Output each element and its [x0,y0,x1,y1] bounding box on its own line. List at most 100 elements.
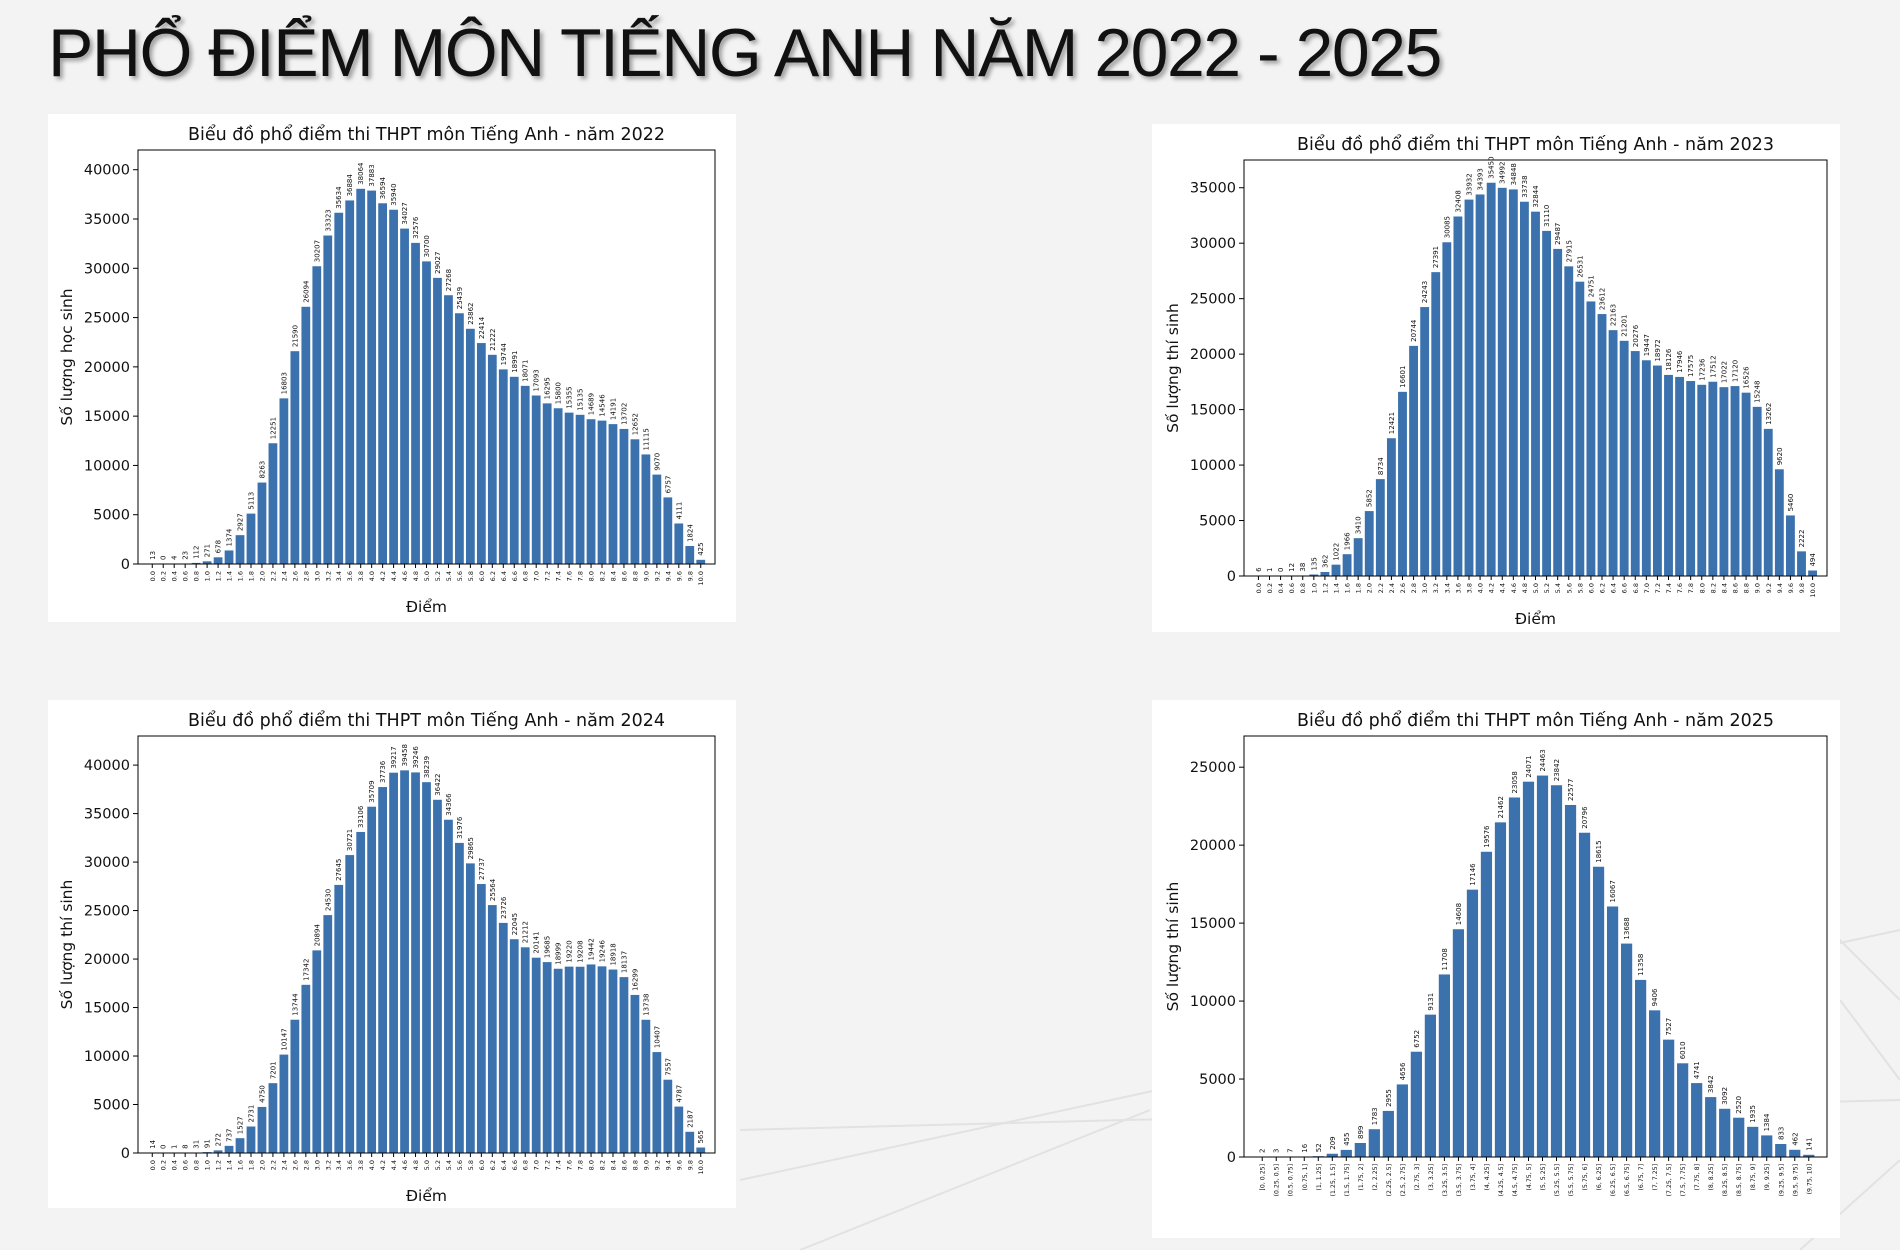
bar [1431,272,1441,576]
x-tick-label: 1.2 [1321,583,1329,593]
x-tick-label: 7.4 [555,571,563,581]
bar-chart-3: Biểu đồ phổ điểm thi THPT môn Tiếng Anh … [1164,710,1828,1196]
x-tick-label: 5.8 [467,571,475,581]
x-tick-label: 6.8 [522,1160,530,1170]
x-tick-label: (7.25, 7.5] [1666,1164,1673,1196]
bar [564,966,574,1153]
bar-value-label: 17120 [1732,360,1740,382]
bar [564,412,574,564]
bar-value-label: 20744 [1410,319,1418,342]
x-tick-label: 7.6 [1676,583,1684,593]
x-tick-label: 9.4 [664,571,672,581]
x-tick-label: 8.0 [1698,583,1706,593]
bar-value-label: 3410 [1355,516,1363,534]
bar [1508,189,1518,576]
x-tick-label: 8.8 [631,571,639,581]
bar [1575,281,1585,576]
bar-value-label: 23726 [500,896,508,919]
bar-value-label: 24463 [1539,749,1547,771]
x-tick-label: 0.8 [1299,583,1307,593]
bar-value-label: 15355 [566,386,574,408]
x-tick-label: 3.4 [1443,583,1451,593]
bar-value-label: 4787 [675,1085,683,1103]
x-tick-label: 4.6 [1510,583,1518,593]
bar [1708,381,1718,576]
x-tick-label: 2.8 [1410,583,1418,593]
bar-value-label: 32408 [1454,190,1462,212]
x-tick-label: 2.6 [291,571,299,581]
bar [246,513,256,564]
y-tick-label: 15000 [84,1001,130,1017]
bar [597,966,607,1153]
x-tick-label: (6, 6.25] [1596,1164,1603,1190]
bar-value-label: 13738 [642,993,650,1015]
x-tick-label: 9.6 [675,571,683,581]
bar-value-label: 4741 [1693,1061,1701,1079]
bar [1663,1039,1675,1157]
bar [268,1083,278,1153]
x-tick-label: 4.0 [368,1160,376,1170]
bar [1442,242,1452,576]
bar-value-label: 14608 [1455,903,1463,925]
bar-value-label: 2731 [247,1105,255,1123]
bar [608,969,618,1153]
y-tick-label: 15000 [84,409,130,425]
bar-value-label: 7527 [1665,1018,1673,1036]
bar-value-label: 2187 [686,1110,694,1128]
bar [1586,301,1596,576]
bar [1531,211,1540,576]
bar [531,957,541,1153]
x-tick-label: 7.8 [1687,583,1695,593]
x-tick-label: 7.0 [533,571,541,581]
bar-value-label: 15800 [555,382,563,404]
bar-value-label: 1374 [226,528,234,546]
x-tick-label: 4.8 [1521,583,1529,593]
bar-value-label: 19220 [566,940,574,962]
y-tick-label: 25000 [84,311,130,327]
x-tick-label: (8.25, 8.5] [1722,1164,1729,1196]
bar-value-label: 11358 [1637,954,1645,976]
x-tick-label: (6.25, 6.5] [1610,1164,1617,1196]
x-tick-label: 8.4 [609,571,617,581]
y-tick-label: 25000 [84,904,130,920]
bar-value-label: 11115 [642,428,650,450]
bar [696,1147,706,1153]
x-tick-label: 8.4 [1720,583,1728,593]
chart-title: Biểu đồ phổ điểm thi THPT môn Tiếng Anh … [1297,134,1774,155]
x-tick-label: 1.6 [237,1160,245,1170]
bar-value-label: 0 [160,556,168,560]
bar [542,962,552,1153]
x-tick-label: 6.6 [1621,583,1629,593]
bar [1353,538,1363,576]
bar [334,212,344,564]
bar-value-label: 22577 [1567,779,1575,801]
bar-value-label: 30721 [346,829,354,851]
bar-value-label: 4111 [675,502,683,520]
x-tick-label: 7.6 [566,1160,574,1170]
bar-value-label: 34366 [445,793,453,816]
x-tick-label: 8.2 [1709,583,1717,593]
bar-value-label: 141 [1805,1137,1813,1150]
x-tick-label: 6.0 [1587,583,1595,593]
bar [301,984,311,1153]
bar-value-label: 18137 [620,951,628,973]
bar [323,915,333,1153]
bar-value-label: 33932 [1465,173,1473,195]
bar-value-label: 39217 [390,746,398,768]
bar [356,188,366,564]
bar [1424,1014,1436,1157]
bar-value-label: 35450 [1488,156,1496,178]
x-tick-label: 4.2 [379,571,387,581]
bar [674,523,684,564]
bar-value-label: 29027 [434,252,442,274]
bar [356,831,366,1153]
bar [1635,979,1647,1157]
bar-value-label: 23058 [1511,771,1519,793]
bar [1578,832,1591,1157]
bar [520,385,530,564]
bar [1719,1108,1731,1157]
y-tick-label: 10000 [1190,458,1236,474]
bar [542,403,552,564]
bar-value-label: 4 [171,555,179,560]
plot-frame [137,149,716,565]
